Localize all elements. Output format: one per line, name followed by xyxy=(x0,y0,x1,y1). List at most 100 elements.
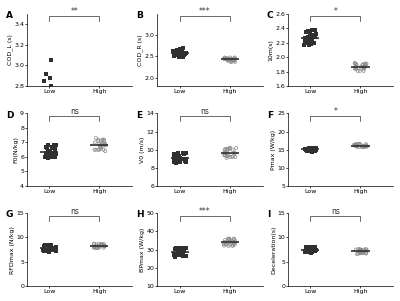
Point xyxy=(307,149,313,154)
Point xyxy=(102,120,109,125)
Point xyxy=(171,158,177,163)
Point xyxy=(232,240,238,245)
Point xyxy=(354,144,360,149)
Point xyxy=(311,33,317,38)
Point xyxy=(352,64,359,69)
Point xyxy=(45,99,52,104)
Point xyxy=(101,244,108,249)
Text: G: G xyxy=(6,210,13,219)
Point xyxy=(173,245,179,250)
Point xyxy=(180,55,186,60)
Point xyxy=(94,122,100,127)
Point xyxy=(352,142,359,147)
Point xyxy=(43,242,50,247)
Point xyxy=(94,124,100,129)
Point xyxy=(229,239,235,244)
Point xyxy=(51,146,58,151)
Point xyxy=(94,117,101,122)
Point xyxy=(230,243,236,248)
Point xyxy=(309,33,316,38)
Point xyxy=(352,143,359,148)
Point xyxy=(182,52,188,57)
Point xyxy=(101,138,107,143)
Point xyxy=(179,55,186,60)
Point xyxy=(177,249,183,254)
Point xyxy=(232,238,238,243)
Point xyxy=(98,146,104,151)
Point xyxy=(172,53,179,58)
Point xyxy=(221,240,228,244)
Point xyxy=(302,244,309,249)
Point xyxy=(302,36,308,41)
Point xyxy=(231,58,238,63)
Point xyxy=(352,142,358,147)
Point xyxy=(232,55,238,60)
Point xyxy=(356,144,362,149)
Point xyxy=(312,146,318,151)
Point xyxy=(178,247,185,252)
Point xyxy=(353,144,360,148)
Y-axis label: V0 (m/s): V0 (m/s) xyxy=(140,137,145,163)
Point xyxy=(222,56,229,61)
Point xyxy=(91,241,97,246)
Point xyxy=(44,143,51,148)
Point xyxy=(178,50,184,54)
Point xyxy=(181,53,187,58)
Point xyxy=(171,160,178,165)
Point xyxy=(305,36,312,41)
Point xyxy=(307,147,313,152)
Point xyxy=(356,249,362,254)
Point xyxy=(361,143,368,148)
Point xyxy=(226,237,232,241)
Point xyxy=(98,138,104,143)
Point xyxy=(171,52,178,57)
Point xyxy=(226,145,233,150)
Point xyxy=(304,149,310,154)
Point xyxy=(183,159,189,164)
Point xyxy=(308,34,314,39)
Point xyxy=(96,147,103,152)
Point xyxy=(179,157,185,161)
Point xyxy=(43,89,50,94)
Point xyxy=(352,65,359,70)
Point xyxy=(93,136,99,141)
Point xyxy=(48,58,54,63)
Point xyxy=(176,154,182,158)
Point xyxy=(174,157,180,161)
Point xyxy=(226,58,232,63)
Point xyxy=(304,148,311,153)
Point xyxy=(304,40,311,45)
Point xyxy=(46,244,52,249)
Point xyxy=(363,249,369,253)
Point xyxy=(231,236,237,241)
Text: ***: *** xyxy=(199,207,211,216)
Point xyxy=(224,155,230,160)
Point xyxy=(311,244,317,249)
Point xyxy=(172,254,178,259)
Point xyxy=(100,117,106,122)
Point xyxy=(52,249,59,253)
Point xyxy=(222,241,229,246)
Point xyxy=(225,56,231,61)
Point xyxy=(231,56,237,61)
Point xyxy=(359,248,365,253)
Text: **: ** xyxy=(70,7,78,16)
Point xyxy=(101,119,107,124)
Point xyxy=(308,250,314,255)
Point xyxy=(47,94,53,99)
Point xyxy=(304,29,311,33)
Point xyxy=(230,240,237,245)
Point xyxy=(42,154,48,159)
Point xyxy=(176,55,182,60)
Text: ***: *** xyxy=(199,7,211,16)
Point xyxy=(100,242,106,247)
Text: H: H xyxy=(136,210,144,219)
Point xyxy=(355,251,361,256)
Point xyxy=(363,247,370,252)
Point xyxy=(313,145,319,150)
Point xyxy=(221,150,228,155)
Point xyxy=(183,157,190,161)
Point xyxy=(40,110,46,114)
Point xyxy=(221,243,227,248)
Point xyxy=(223,154,230,158)
